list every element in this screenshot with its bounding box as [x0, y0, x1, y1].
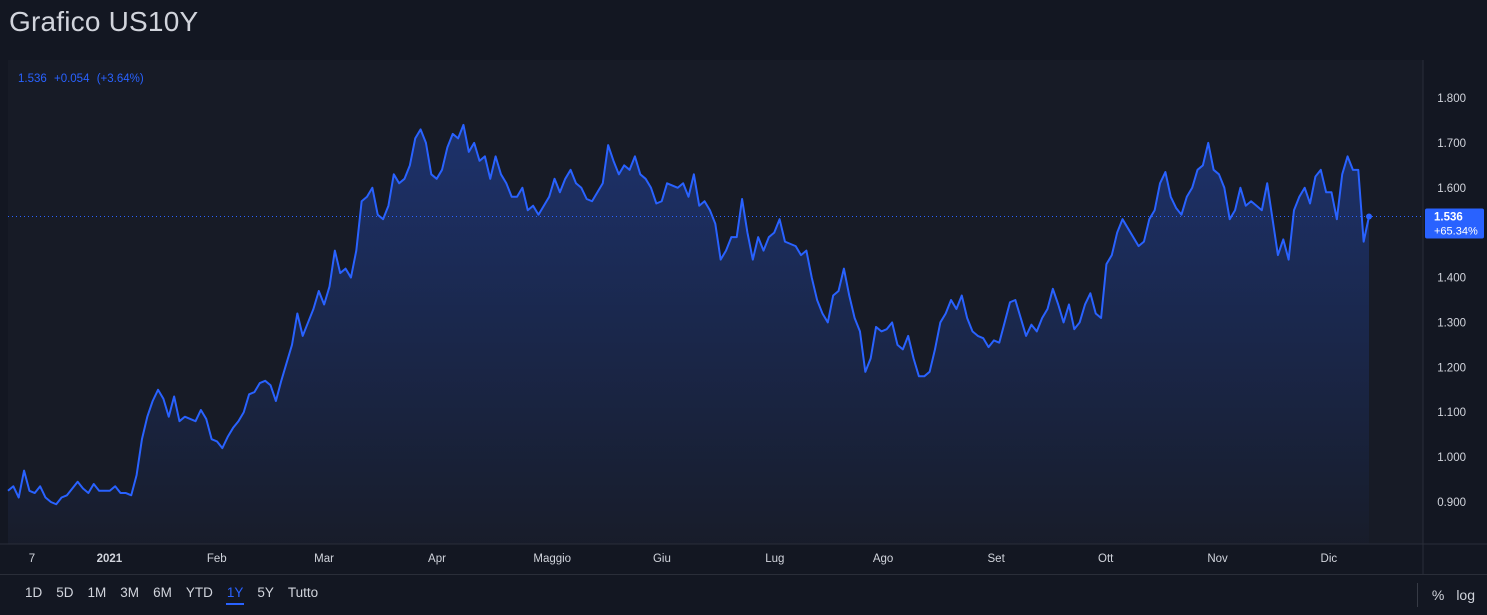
x-tick-label: Feb: [207, 553, 227, 565]
x-tick-label: 2021: [97, 553, 123, 565]
y-tick-label: 0.900: [1437, 497, 1466, 509]
log-scale-button[interactable]: log: [1456, 587, 1475, 603]
range-button-tutto[interactable]: Tutto: [287, 585, 319, 600]
series-line: [7, 123, 1370, 506]
x-tick-label: Ott: [1098, 553, 1114, 565]
y-tick-label: 1.700: [1437, 138, 1466, 150]
scale-tools: % log: [1416, 575, 1487, 615]
y-tick-label: 1.600: [1437, 183, 1466, 195]
bottom-toolbar: 1D 5D 1M 3M 6M YTD 1Y 5Y Tutto % log: [0, 574, 1487, 615]
range-button-1m[interactable]: 1M: [87, 585, 107, 600]
range-button-5y[interactable]: 5Y: [257, 585, 274, 600]
y-tick-label: 1.100: [1437, 407, 1466, 419]
price-chart[interactable]: 0.9001.0001.1001.2001.3001.4001.5001.600…: [0, 60, 1487, 574]
range-selector: 1D 5D 1M 3M 6M YTD 1Y 5Y Tutto: [18, 584, 325, 605]
x-tick-label: Nov: [1207, 553, 1228, 565]
range-button-3m[interactable]: 3M: [120, 585, 140, 600]
legend-change: +0.054: [53, 73, 90, 85]
y-tick-label: 1.300: [1437, 317, 1466, 329]
legend-change-pct: (+3.64%): [96, 73, 144, 85]
price-legend: 1.536 +0.054 (+3.64%): [18, 73, 148, 85]
range-button-ytd[interactable]: YTD: [185, 585, 213, 600]
range-button-1y[interactable]: 1Y: [220, 584, 251, 605]
last-price-badge-bg: [1425, 208, 1484, 239]
range-button-6m[interactable]: 6M: [153, 585, 172, 600]
range-button-1d[interactable]: 1D: [25, 585, 43, 600]
last-price-pct: +65.34%: [1434, 226, 1478, 238]
percent-scale-button[interactable]: %: [1431, 587, 1445, 603]
x-tick-label: Set: [988, 553, 1006, 565]
legend-value: 1.536: [18, 73, 47, 85]
chart-title: Grafico US10Y: [9, 6, 199, 37]
x-tick-label: Maggio: [533, 553, 571, 565]
x-tick-label: Apr: [428, 553, 446, 565]
series-area: [8, 124, 1369, 545]
range-button-5d[interactable]: 5D: [56, 585, 74, 600]
x-tick-label: Mar: [314, 553, 334, 565]
last-price-value: 1.536: [1434, 212, 1463, 224]
x-tick-label: Giu: [653, 553, 671, 565]
x-tick-label: 7: [29, 553, 35, 565]
chart-area[interactable]: 0.9001.0001.1001.2001.3001.4001.5001.600…: [0, 60, 1487, 574]
last-price-badge: 1.536 +65.34%: [1425, 208, 1484, 239]
last-point-marker: [1366, 213, 1372, 220]
toolbar-divider: [1416, 583, 1418, 607]
x-tick-label: Ago: [873, 553, 893, 565]
x-tick-label: Lug: [765, 553, 784, 565]
y-tick-label: 1.000: [1437, 452, 1466, 464]
y-tick-label: 1.200: [1437, 362, 1466, 374]
x-tick-label: Dic: [1321, 553, 1338, 565]
y-tick-label: 1.400: [1437, 273, 1466, 285]
y-tick-label: 1.800: [1437, 93, 1466, 105]
